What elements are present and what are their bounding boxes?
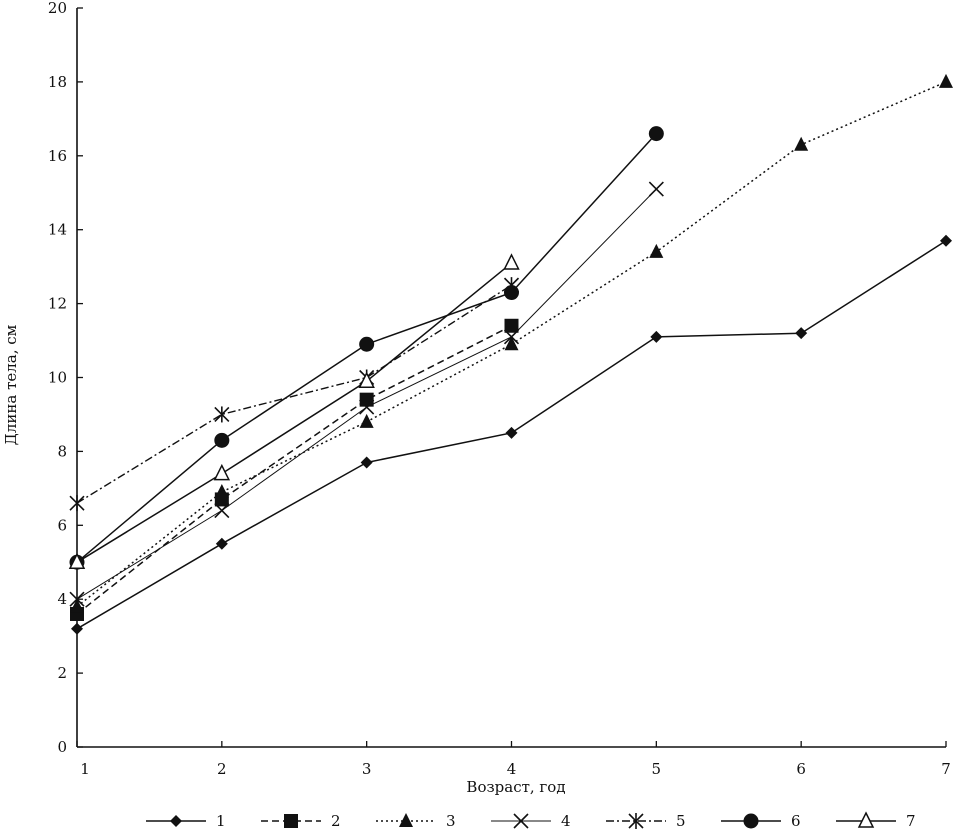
legend-label: 5	[676, 812, 686, 830]
x-tick-label: 5	[652, 760, 662, 778]
series-3-point	[794, 136, 809, 151]
y-tick-label: 14	[48, 221, 67, 239]
y-tick-label: 16	[48, 147, 67, 165]
legend-item: 1	[146, 812, 226, 830]
series-6-point	[648, 126, 664, 142]
series-7-point	[358, 371, 375, 388]
series-4-point	[503, 329, 520, 345]
series-3-point	[504, 336, 519, 351]
x-tick-label: 7	[941, 760, 951, 778]
series-6-point	[214, 432, 230, 448]
series-3-point	[70, 598, 84, 613]
y-tick-label: 20	[48, 0, 67, 17]
series-3-point	[649, 243, 664, 258]
x-axis-title: Возраст, год	[466, 778, 565, 796]
series-5-point	[214, 406, 230, 423]
x-tick-label: 1	[80, 760, 90, 778]
legend-label: 2	[331, 812, 341, 830]
series-4-point	[359, 399, 375, 415]
series-7-point	[213, 463, 231, 481]
legend-item: 7	[836, 811, 916, 830]
series-6-point	[504, 285, 519, 301]
series-4-point	[214, 502, 230, 519]
y-tick-label: 18	[48, 73, 67, 91]
legend-label: 7	[906, 812, 916, 830]
x-tick-label: 3	[362, 760, 372, 778]
series-3-point	[939, 73, 953, 88]
legend-marker	[857, 811, 875, 828]
series-1-point	[650, 330, 663, 343]
legend-item: 6	[721, 812, 801, 830]
series-1-point	[360, 456, 373, 469]
series-5-point	[69, 495, 85, 512]
legend-item: 4	[491, 812, 571, 830]
x-tick-label: 6	[796, 760, 806, 778]
x-tick-label: 4	[507, 760, 517, 778]
series-1-point	[940, 234, 952, 247]
series-1-point	[71, 622, 83, 635]
series-lines	[76, 81, 947, 630]
y-tick-label: 2	[57, 664, 67, 682]
legend-item: 2	[261, 812, 341, 830]
y-tick-label: 10	[48, 369, 67, 387]
series-7-line	[76, 262, 512, 563]
series-markers	[68, 73, 953, 635]
legend-marker	[399, 813, 413, 827]
series-6-point	[359, 336, 375, 352]
legend: 1 2 3 4 5 6 7	[146, 811, 916, 830]
series-2-line	[76, 325, 512, 615]
series-3-point	[214, 484, 229, 499]
series-7-point	[503, 253, 520, 270]
series-1-point	[795, 327, 808, 340]
legend-label: 3	[446, 812, 456, 830]
legend-marker	[628, 813, 644, 829]
legend-marker	[743, 813, 759, 829]
y-tick-label: 0	[57, 738, 67, 756]
x-tick-label: 2	[217, 760, 227, 778]
legend-label: 4	[561, 812, 571, 830]
y-tick-label: 4	[57, 590, 67, 608]
y-tick-label: 12	[48, 295, 67, 313]
series-1-point	[215, 537, 228, 550]
y-tick-label: 8	[57, 442, 67, 460]
series-2-point	[359, 392, 374, 407]
legend-marker	[284, 814, 298, 828]
legend-marker	[513, 813, 529, 829]
y-axis-title: Длина тела, см	[2, 324, 20, 445]
legend-marker	[170, 815, 182, 827]
series-7-point	[68, 552, 86, 569]
y-tick-label: 6	[57, 516, 67, 534]
legend-item: 5	[606, 812, 686, 830]
series-1-point	[505, 426, 518, 439]
series-5-line	[76, 284, 512, 504]
series-4-point	[69, 591, 85, 607]
series-4-point	[648, 181, 664, 197]
legend-item: 3	[376, 812, 456, 830]
legend-label: 6	[791, 812, 801, 830]
legend-label: 1	[216, 812, 226, 830]
series-2-point	[504, 318, 519, 333]
series-3-point	[359, 413, 374, 428]
